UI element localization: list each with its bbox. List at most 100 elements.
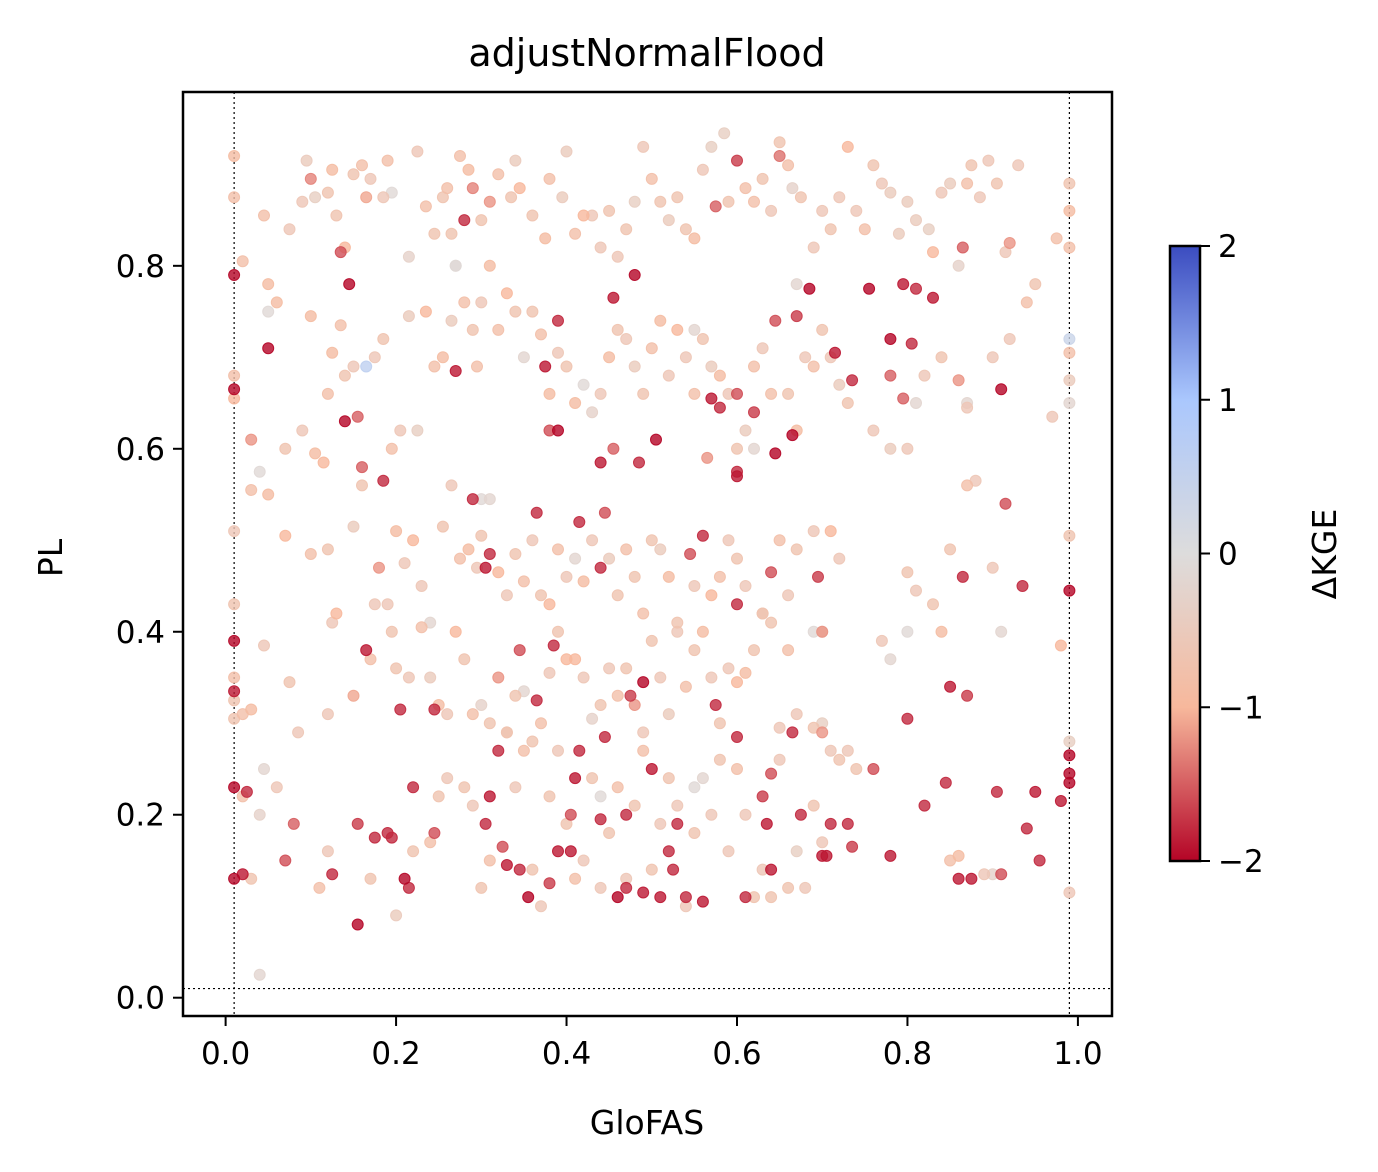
data-point	[662, 772, 675, 785]
data-point	[543, 387, 556, 400]
data-point	[739, 666, 752, 679]
data-point	[270, 781, 283, 794]
data-point	[637, 744, 650, 757]
data-point	[654, 891, 667, 904]
data-point	[944, 680, 957, 693]
data-point	[816, 726, 829, 739]
data-point	[394, 424, 407, 437]
data-point	[1046, 410, 1059, 423]
data-point	[492, 744, 505, 757]
data-point	[995, 383, 1008, 396]
data-point	[296, 424, 309, 437]
data-point	[351, 918, 364, 931]
data-point	[1063, 749, 1076, 762]
data-point	[807, 799, 820, 812]
data-point	[688, 781, 701, 794]
colorbar: −2 −1 0 1 2 ΔKGE	[1168, 229, 1344, 880]
data-point	[603, 827, 616, 839]
data-point	[309, 191, 322, 204]
data-point	[611, 250, 624, 263]
data-point	[458, 296, 471, 309]
data-point	[445, 479, 458, 492]
colorbar-tick-label: −2	[1218, 844, 1264, 880]
data-point	[990, 177, 1003, 190]
data-point	[782, 589, 795, 602]
data-point	[910, 584, 922, 597]
data-point	[760, 817, 773, 830]
data-point	[679, 223, 692, 236]
colorbar-ticks: −2 −1 0 1 2	[1200, 229, 1264, 880]
data-point	[543, 598, 556, 611]
data-point	[598, 506, 611, 519]
data-point	[620, 881, 633, 894]
x-tick-label: 1.0	[1053, 1036, 1102, 1072]
data-point	[731, 598, 743, 611]
data-point	[841, 397, 854, 409]
data-point	[782, 644, 795, 657]
data-point	[556, 191, 569, 204]
data-point	[228, 872, 241, 885]
data-point	[573, 744, 586, 757]
data-point	[1029, 278, 1042, 291]
data-point	[535, 717, 547, 730]
data-point	[539, 360, 552, 373]
data-point	[910, 282, 922, 295]
data-point	[696, 163, 709, 176]
data-point	[577, 209, 590, 222]
data-point	[287, 817, 300, 830]
data-point	[922, 223, 935, 236]
data-point	[875, 634, 888, 647]
data-point	[935, 186, 948, 199]
data-point	[603, 662, 616, 675]
data-point	[816, 204, 829, 217]
data-point	[377, 191, 390, 204]
data-point	[398, 872, 411, 885]
data-point	[428, 827, 441, 839]
data-point	[573, 516, 586, 528]
data-point	[479, 817, 492, 830]
data-point	[552, 424, 564, 437]
data-point	[500, 726, 513, 739]
data-point	[577, 854, 590, 867]
data-point	[986, 561, 999, 574]
data-point	[483, 790, 496, 803]
data-point	[688, 827, 701, 839]
data-point	[526, 209, 539, 222]
data-point	[910, 397, 922, 409]
data-point	[611, 589, 624, 602]
data-point	[424, 671, 437, 684]
data-point	[334, 246, 347, 259]
data-point	[816, 836, 829, 849]
data-point	[228, 598, 241, 611]
data-point	[637, 140, 650, 153]
data-point	[884, 442, 897, 455]
data-point	[1063, 204, 1076, 217]
data-point	[867, 424, 880, 437]
data-point	[228, 671, 241, 684]
data-point	[262, 305, 275, 318]
data-point	[662, 845, 675, 858]
data-point	[739, 424, 752, 437]
data-point	[965, 159, 978, 172]
data-point	[667, 863, 680, 876]
data-point	[445, 227, 458, 240]
data-point	[773, 136, 786, 149]
data-point	[419, 200, 432, 213]
y-tick-label: 0.2	[116, 798, 165, 834]
data-point	[552, 744, 564, 757]
data-point	[867, 159, 880, 172]
data-point	[952, 872, 965, 885]
data-point	[833, 753, 846, 766]
data-point	[381, 598, 394, 611]
data-point	[530, 506, 543, 519]
data-point	[637, 387, 650, 400]
data-point	[807, 525, 820, 538]
data-point	[846, 374, 859, 387]
data-point	[552, 625, 564, 638]
data-point	[756, 342, 769, 355]
data-point	[543, 877, 556, 890]
data-point	[786, 182, 799, 195]
data-point	[713, 401, 726, 414]
data-point	[628, 799, 641, 812]
data-point	[321, 845, 334, 858]
